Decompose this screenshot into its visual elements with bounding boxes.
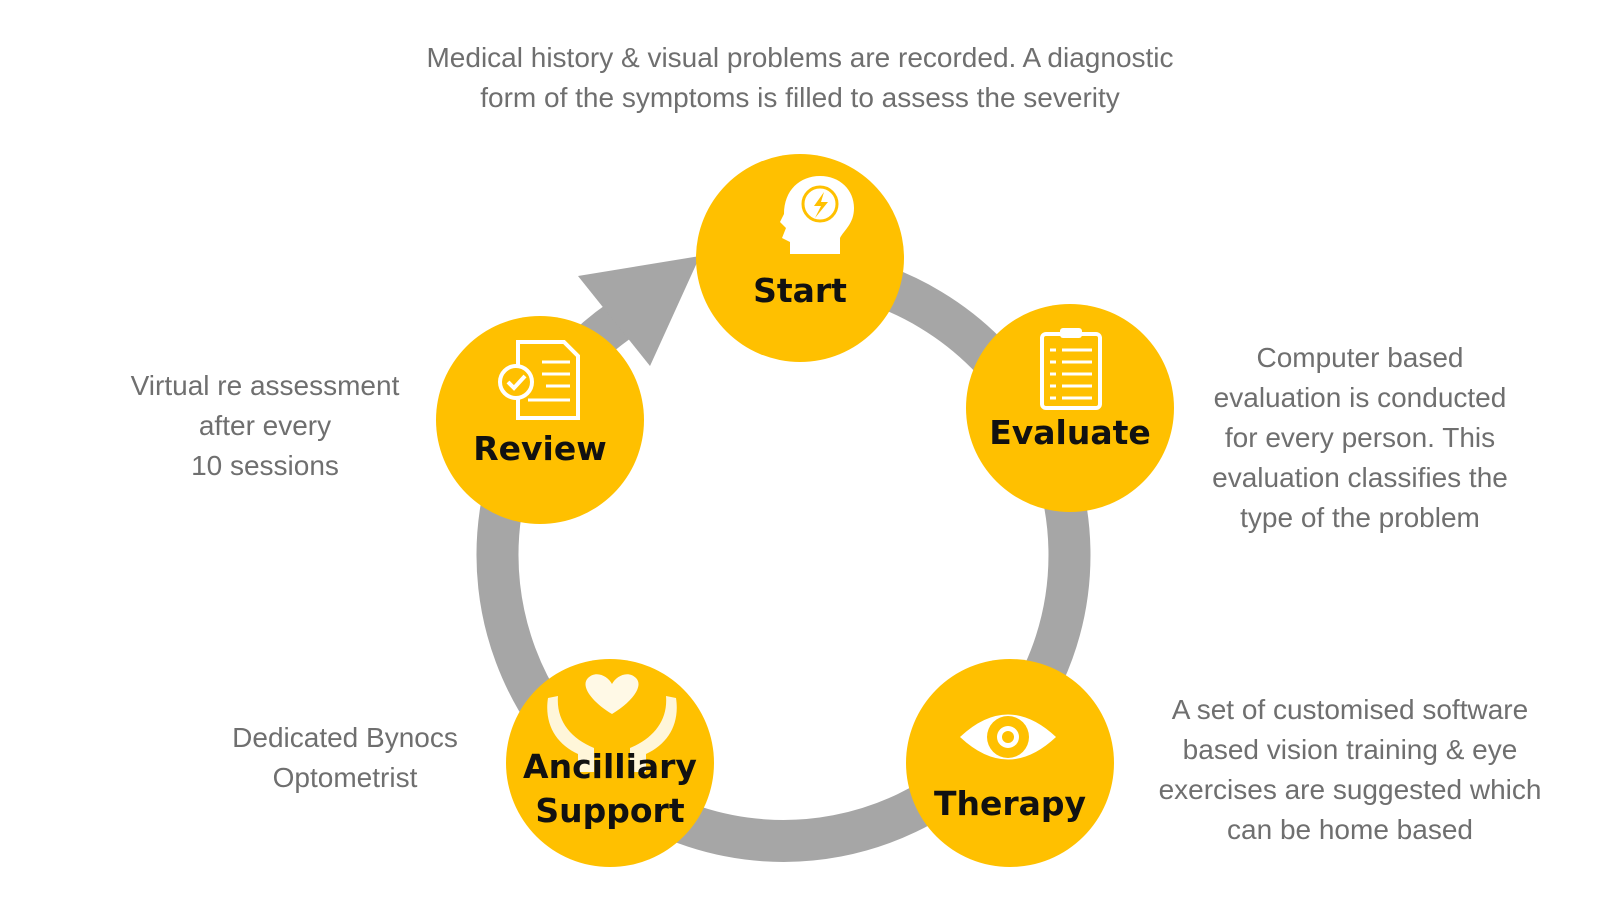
head-brain-lightning-icon — [780, 176, 854, 254]
node-start: Start — [696, 154, 904, 362]
review-description-line: 10 sessions — [191, 450, 339, 481]
document-check-icon — [498, 340, 580, 420]
evaluate-description-line: evaluation classifies the — [1212, 462, 1508, 493]
start-description-line: form of the symptoms is filled to assess… — [480, 82, 1120, 113]
node-therapy: Therapy — [906, 659, 1114, 867]
ancillary-description-line: Dedicated Bynocs — [232, 722, 458, 753]
node-ancillary: Ancilliary Support — [506, 659, 714, 867]
cycle-arrowhead — [578, 256, 700, 366]
start-description: Medical history & visual problems are re… — [330, 38, 1270, 118]
node-therapy-label: Therapy — [934, 784, 1086, 823]
review-description-line: Virtual re assessment — [130, 370, 400, 401]
therapy-description-line: can be home based — [1227, 814, 1473, 845]
start-description-line: Medical history & visual problems are re… — [426, 42, 1174, 73]
evaluate-description: Computer based evaluation is conducted f… — [1175, 338, 1545, 538]
node-review: Review — [436, 316, 644, 524]
hands-heart-icon — [547, 674, 677, 772]
therapy-description-line: based vision training & eye — [1182, 734, 1518, 765]
clipboard-checklist-icon — [1040, 328, 1102, 410]
therapy-description: A set of customised software based visio… — [1130, 690, 1570, 850]
review-description-line: after every — [198, 410, 332, 441]
therapy-description-line: exercises are suggested which — [1158, 774, 1542, 805]
evaluate-description-line: Computer based — [1256, 342, 1464, 373]
review-description: Virtual re assessment after every 10 ses… — [100, 366, 430, 486]
node-ancillary-label-line2: Support — [535, 791, 684, 830]
evaluate-description-line: for every person. This — [1224, 422, 1496, 453]
ancillary-description: Dedicated Bynocs Optometrist — [200, 718, 490, 798]
eye-icon — [960, 714, 1056, 760]
node-review-label: Review — [473, 429, 606, 468]
ancillary-description-line: Optometrist — [272, 762, 418, 793]
node-evaluate: Evaluate — [966, 304, 1174, 512]
evaluate-description-line: evaluation is conducted — [1213, 382, 1507, 413]
node-ancillary-label-line1: Ancilliary — [523, 747, 697, 786]
therapy-description-line: A set of customised software — [1171, 694, 1529, 725]
node-start-label: Start — [753, 271, 847, 310]
evaluate-description-line: type of the problem — [1240, 502, 1480, 533]
node-evaluate-label: Evaluate — [989, 413, 1151, 452]
